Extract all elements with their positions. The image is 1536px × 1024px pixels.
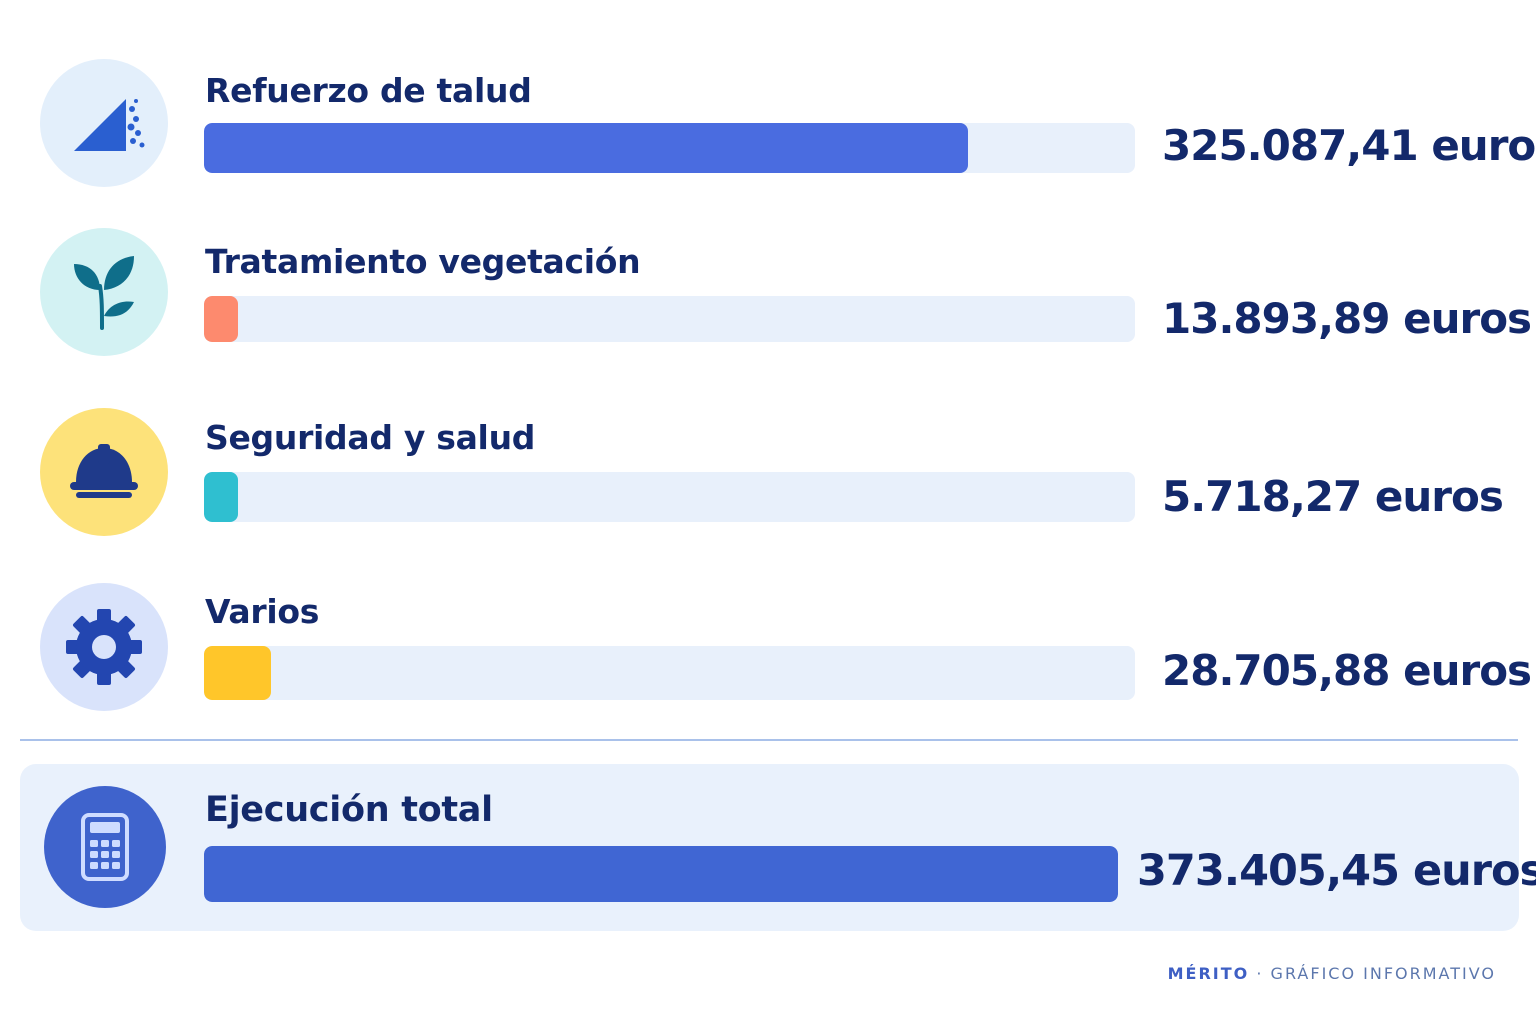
gear-icon <box>66 609 142 685</box>
footer-text: GRÁFICO INFORMATIVO <box>1270 964 1496 983</box>
bar-value-label: 325.087,41 euros <box>1162 121 1536 170</box>
total-panel: Ejecución total 373.405,45 euros <box>20 764 1536 931</box>
footer-brand: MÉRITO <box>1167 964 1250 983</box>
footer-separator: · <box>1256 964 1264 983</box>
calculator-icon <box>81 813 129 881</box>
bar-track <box>204 646 1135 700</box>
icon-circle-varios <box>40 583 168 711</box>
bar <box>204 296 238 342</box>
total-value-label: 373.405,45 euros <box>1137 846 1536 896</box>
bar-value-label: 28.705,88 euros <box>1162 646 1532 695</box>
bar-track <box>204 123 1135 173</box>
bar-label: Seguridad y salud <box>205 418 536 457</box>
row-varios: Varios 28.705,88 euros <box>0 580 1536 760</box>
bar-value-label: 13.893,89 euros <box>1162 294 1532 343</box>
bar-track <box>204 472 1135 522</box>
bar-track <box>204 296 1135 342</box>
bar <box>204 472 238 522</box>
icon-circle-vegetacion <box>40 228 168 356</box>
slope-icon <box>74 99 145 151</box>
bar <box>204 646 272 700</box>
bar-label: Tratamiento vegetación <box>205 242 641 281</box>
footer-credit: MÉRITO · GRÁFICO INFORMATIVO <box>1168 964 1496 983</box>
bar-label: Varios <box>205 592 320 631</box>
total-bar-track <box>204 846 1118 902</box>
divider <box>20 739 1518 741</box>
hardhat-icon <box>70 444 138 498</box>
icon-circle-total <box>44 786 166 908</box>
bar-label: Refuerzo de talud <box>205 71 532 110</box>
bar <box>204 123 969 173</box>
icon-circle-refuerzo <box>40 59 168 187</box>
total-label: Ejecución total <box>205 790 493 830</box>
bar-value-label: 5.718,27 euros <box>1162 472 1504 521</box>
icon-circle-seguridad <box>40 408 168 536</box>
total-bar <box>204 846 1118 902</box>
plant-icon <box>74 256 134 330</box>
row-seguridad-salud: Seguridad y salud 5.718,27 euros <box>0 406 1536 586</box>
row-refuerzo-talud: Refuerzo de talud 325.087,41 euros <box>0 55 1536 235</box>
row-tratamiento-vegetacion: Tratamiento vegetación 13.893,89 euros <box>0 226 1536 406</box>
